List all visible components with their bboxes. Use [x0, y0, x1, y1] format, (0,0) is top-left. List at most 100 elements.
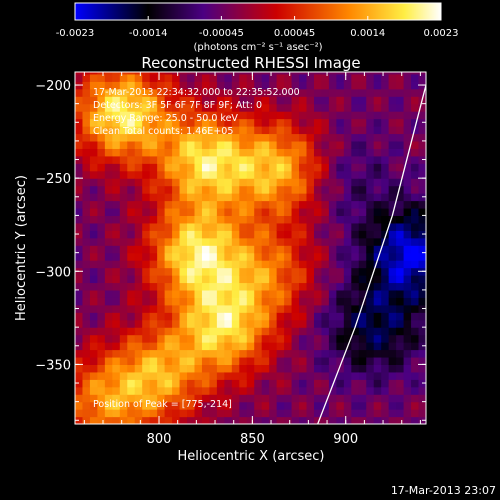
- heatmap-cell: [231, 111, 240, 120]
- heatmap-cell: [75, 178, 84, 187]
- heatmap-cell: [216, 148, 225, 157]
- heatmap-cell: [172, 416, 181, 424]
- heatmap-cell: [418, 111, 426, 120]
- heatmap-cell: [194, 215, 203, 224]
- heatmap-cell: [201, 215, 211, 224]
- heatmap-cell: [142, 133, 151, 142]
- heatmap-cell: [97, 215, 106, 224]
- heatmap-cell: [366, 72, 375, 75]
- heatmap-cell: [157, 394, 166, 403]
- heatmap-cell: [388, 379, 397, 388]
- heatmap-cell: [164, 342, 173, 351]
- heatmap-cell: [411, 416, 420, 424]
- heatmap-cell: [291, 88, 300, 97]
- heatmap-cell: [164, 230, 173, 239]
- heatmap-cell: [112, 342, 121, 351]
- heatmap-cell: [411, 155, 420, 164]
- heatmap-cell: [239, 245, 248, 254]
- heatmap-cell: [75, 200, 84, 209]
- heatmap-cell: [149, 230, 158, 239]
- heatmap-cell: [209, 73, 218, 82]
- heatmap-cell: [396, 222, 405, 231]
- heatmap-cell: [239, 126, 248, 135]
- heatmap-cell: [134, 356, 143, 365]
- heatmap-cell: [201, 334, 211, 343]
- heatmap-cell: [254, 126, 263, 135]
- heatmap-cell: [134, 349, 143, 358]
- heatmap-cell: [104, 275, 113, 284]
- heatmap-cell: [351, 386, 360, 395]
- heatmap-cell: [269, 133, 278, 142]
- heatmap-cell: [276, 342, 285, 351]
- heatmap-cell: [187, 349, 196, 358]
- heatmap-cell: [194, 245, 203, 254]
- heatmap-cell: [358, 170, 367, 179]
- heatmap-cell: [89, 163, 99, 172]
- heatmap-cell: [403, 275, 412, 284]
- heatmap-cell: [142, 200, 151, 209]
- heatmap-cell: [313, 356, 323, 365]
- heatmap-cell: [291, 111, 300, 120]
- heatmap-cell: [75, 252, 84, 261]
- heatmap-cell: [343, 148, 352, 157]
- heatmap-cell: [373, 96, 382, 105]
- heatmap-cell: [216, 386, 225, 395]
- heatmap-cell: [306, 260, 315, 269]
- heatmap-cell: [299, 237, 308, 246]
- heatmap-cell: [276, 163, 285, 172]
- heatmap-cell: [276, 230, 285, 239]
- heatmap-cell: [396, 148, 405, 157]
- heatmap-cell: [351, 371, 360, 380]
- heatmap-cell: [239, 267, 248, 276]
- heatmap-cell: [306, 386, 315, 395]
- heatmap-cell: [321, 394, 330, 403]
- heatmap-cell: [194, 170, 203, 179]
- heatmap-cell: [358, 304, 367, 313]
- heatmap-cell: [358, 282, 367, 291]
- heatmap-cell: [142, 386, 151, 395]
- heatmap-cell: [403, 386, 412, 395]
- heatmap-cell: [157, 319, 166, 328]
- heatmap-cell: [194, 222, 203, 231]
- heatmap-cell: [104, 312, 113, 321]
- heatmap-cell: [164, 319, 173, 328]
- heatmap-cell: [313, 148, 323, 157]
- heatmap-cell: [239, 386, 248, 395]
- heatmap-cell: [313, 416, 323, 424]
- heatmap-cell: [291, 126, 300, 135]
- heatmap-cell: [261, 81, 270, 90]
- heatmap-cell: [381, 349, 390, 358]
- heatmap-cell: [261, 126, 270, 135]
- heatmap-cell: [246, 334, 255, 343]
- heatmap-cell: [276, 96, 285, 105]
- heatmap-cell: [284, 319, 293, 328]
- heatmap-cell: [82, 193, 91, 202]
- heatmap-cell: [299, 356, 308, 365]
- heatmap-cell: [396, 289, 405, 298]
- heatmap-cell: [164, 401, 173, 410]
- heatmap-cell: [239, 401, 248, 410]
- heatmap-cell: [396, 297, 405, 306]
- heatmap-cell: [231, 394, 240, 403]
- heatmap-cell: [336, 170, 345, 179]
- heatmap-cell: [179, 386, 188, 395]
- heatmap-cell: [209, 364, 218, 373]
- heatmap-cell: [246, 409, 255, 418]
- heatmap-cell: [104, 349, 113, 358]
- heatmap-cell: [89, 96, 99, 105]
- heatmap-cell: [187, 73, 196, 82]
- heatmap-cell: [299, 364, 308, 373]
- heatmap-cell: [142, 230, 151, 239]
- heatmap-cell: [112, 245, 121, 254]
- heatmap-cell: [82, 297, 91, 306]
- heatmap-cell: [299, 304, 308, 313]
- heatmap-cell: [373, 111, 382, 120]
- heatmap-cell: [142, 148, 151, 157]
- heatmap-cell: [336, 96, 345, 105]
- heatmap-cell: [276, 126, 285, 135]
- heatmap-cell: [418, 222, 426, 231]
- heatmap-cell: [142, 260, 151, 269]
- heatmap-cell: [231, 275, 240, 284]
- heatmap-cell: [343, 200, 352, 209]
- heatmap-cell: [104, 200, 113, 209]
